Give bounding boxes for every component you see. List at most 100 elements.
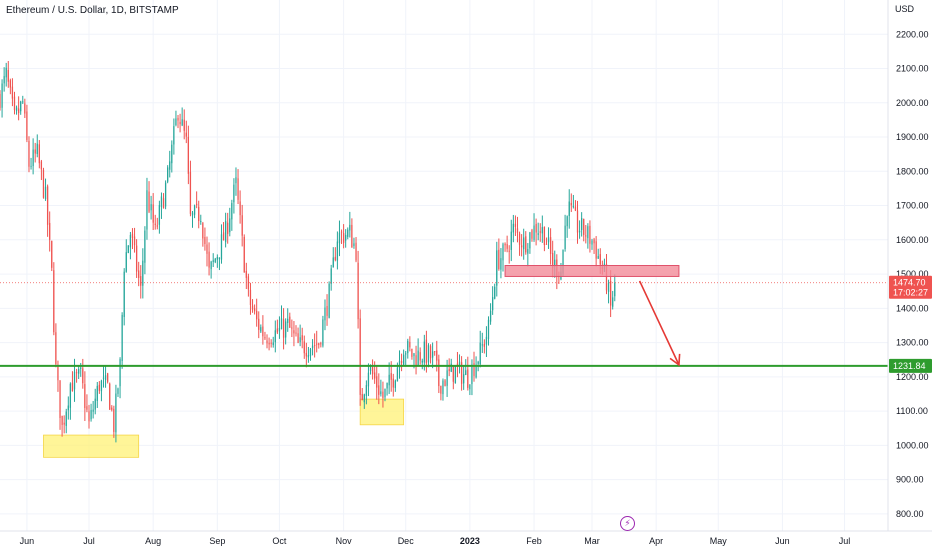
lightning-icon[interactable]: ⚡ (620, 516, 635, 531)
candle-body (371, 367, 374, 375)
candle-body (349, 224, 351, 231)
candle-body (463, 374, 465, 384)
candle-body (280, 318, 283, 329)
candle-body (398, 360, 401, 369)
demand-zone-1[interactable] (43, 434, 140, 458)
candle-body (100, 380, 103, 392)
candle-body (28, 140, 30, 167)
candle-body (446, 370, 448, 386)
candle-body (200, 220, 202, 222)
candle-body (270, 342, 272, 344)
candle-body (440, 385, 442, 394)
candle-body (392, 378, 394, 388)
candle-body (473, 363, 475, 376)
candle-body (396, 367, 399, 382)
candle-body (171, 144, 173, 164)
projection-arrow[interactable] (638, 280, 680, 366)
candle-body (589, 225, 591, 244)
candle-body (458, 361, 461, 366)
candle-body (336, 241, 339, 261)
projection-arrow-head (669, 353, 681, 367)
candle-body (169, 161, 171, 170)
candle-body (309, 348, 312, 356)
candle-body (498, 249, 500, 269)
candle-body (218, 257, 221, 260)
candle-body (520, 245, 523, 248)
candle-body (311, 345, 314, 349)
candle-body (75, 372, 78, 374)
candle-body (40, 161, 43, 170)
candle-body (231, 203, 233, 220)
candle-body (324, 307, 326, 321)
time-tick-label: Apr (649, 536, 663, 546)
candle-body (251, 305, 254, 310)
candle-body (485, 336, 488, 345)
candle-body (291, 327, 293, 329)
candle-body (109, 383, 111, 410)
candle-body (347, 229, 349, 237)
candle-body (376, 376, 378, 388)
candle-body (222, 232, 225, 241)
candle-body (566, 216, 568, 227)
candle-body (13, 96, 16, 111)
candle-body (477, 361, 479, 364)
candle-body (361, 394, 363, 401)
candle-body (177, 117, 179, 121)
candle-body (614, 282, 616, 297)
candle-body (216, 257, 218, 260)
time-tick-label: May (710, 536, 728, 546)
candle-body (129, 235, 132, 248)
candle-body (127, 245, 129, 254)
candle-body (425, 339, 428, 364)
candle-body (152, 204, 154, 223)
candle-body (297, 333, 299, 343)
candle-body (578, 230, 581, 233)
candle-body (345, 234, 347, 241)
candle-body (258, 318, 260, 330)
candles (0, 61, 616, 443)
time-axis[interactable]: Jun Jul Aug Sep Oct Nov Dec 2023 Feb Mar Apr May Jun… (0, 530, 932, 546)
candle-body (554, 259, 556, 267)
candle-body (63, 422, 65, 425)
candle-body (607, 283, 610, 292)
price-tick-label: 1900.00 (896, 132, 929, 142)
demand-zone-2[interactable] (359, 398, 405, 426)
candle-body (49, 222, 51, 240)
candle-body (299, 337, 301, 343)
candle-body (338, 232, 341, 244)
candle-body (36, 143, 38, 155)
candle-body (539, 231, 541, 233)
price-tick-label: 1100.00 (896, 406, 928, 416)
candle-body (245, 270, 247, 278)
candle-body (208, 251, 210, 268)
candle-body (59, 380, 61, 418)
candle-body (332, 257, 334, 268)
candle-body (30, 165, 32, 167)
time-tick-label: Nov (336, 536, 353, 546)
price-tick-label: 1700.00 (896, 201, 929, 211)
candle-body (431, 351, 434, 358)
candle-body (568, 201, 570, 216)
candle-body (206, 244, 208, 254)
candle-body (262, 326, 264, 337)
candle-body (243, 236, 245, 273)
price-tick-label: 900.00 (896, 475, 924, 485)
candle-body (334, 256, 336, 261)
candle-body (450, 363, 452, 372)
candle-body (148, 191, 150, 212)
time-tick-label: Jun (775, 536, 790, 546)
candle-body (369, 366, 372, 371)
candle-body (467, 369, 469, 388)
candle-body (287, 318, 289, 323)
time-tick-label: Oct (272, 536, 287, 546)
candle-body (409, 341, 411, 348)
candle-body (256, 310, 258, 320)
resistance-zone[interactable] (504, 265, 680, 277)
candle-body (518, 233, 521, 245)
candle-body (605, 263, 608, 291)
candle-body (549, 237, 552, 254)
price-axis[interactable]: USD 800.00 900.00 1000.00 1100.00 1200.00 130… (887, 0, 929, 531)
candle-body (173, 126, 175, 145)
support-price-tag (889, 358, 932, 373)
